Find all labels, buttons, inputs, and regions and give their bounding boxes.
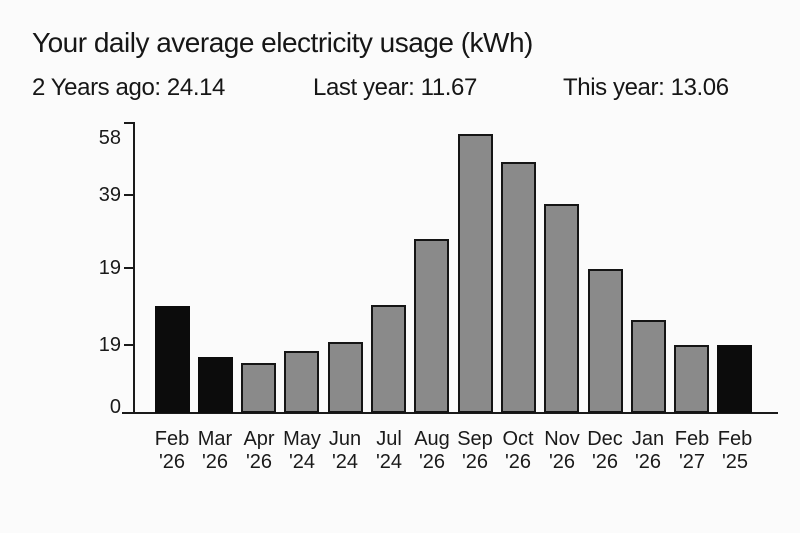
bar-nov-26 [544, 204, 579, 413]
x-tick-year: '24 [288, 451, 316, 473]
stat-this-year: This year: 13.06 [563, 74, 729, 101]
x-tick-year: '26 [201, 451, 229, 473]
x-tick-year: '26 [158, 451, 186, 473]
x-tick-year: '26 [245, 451, 273, 473]
y-tick-label: 19 [98, 334, 121, 356]
x-tick-year: '27 [678, 451, 706, 473]
x-tick-year: '26 [591, 451, 619, 473]
x-tick-month: Aug [414, 428, 450, 450]
x-tick-label: Feb '26 [142, 428, 202, 474]
x-tick-month: Jun [328, 428, 362, 450]
x-tick-label: Jan '26 [618, 428, 678, 474]
x-tick-month: Nov [544, 428, 580, 450]
bar-sep-26 [458, 134, 493, 413]
stat-two-years-ago: 2 Years ago: 24.14 [32, 74, 225, 101]
x-tick-year: '24 [375, 451, 403, 473]
x-tick-month: Oct [502, 428, 534, 450]
usage-stats-row: 2 Years ago: 24.14 Last year: 11.67 This… [0, 74, 800, 104]
bar-dec-26 [588, 269, 623, 413]
bar-aug-26 [414, 239, 449, 413]
x-tick-label: Jul '24 [359, 428, 419, 474]
y-tick-mark [124, 344, 134, 346]
bar-jan-26 [631, 320, 666, 413]
bar-may-24 [284, 351, 319, 413]
x-tick-label: Dec '26 [575, 428, 635, 474]
x-tick-year: '26 [504, 451, 532, 473]
y-tick-label: 39 [98, 184, 121, 206]
x-axis-line [122, 412, 778, 414]
x-tick-label: May '24 [272, 428, 332, 474]
x-tick-month: Feb [717, 428, 753, 450]
bar-feb-27 [674, 345, 709, 413]
y-tick-label: 0 [109, 396, 121, 418]
x-tick-month: Feb [154, 428, 190, 450]
y-axis-line [133, 122, 135, 414]
x-tick-label: Mar '26 [185, 428, 245, 474]
page-title: Your daily average electricity usage (kW… [32, 27, 533, 58]
x-tick-label: Sep '26 [445, 428, 505, 474]
stat-last-year: Last year: 11.67 [313, 74, 477, 101]
x-tick-year: '26 [418, 451, 446, 473]
x-tick-month: Jul [376, 428, 402, 450]
x-tick-year: '26 [548, 451, 576, 473]
x-tick-month: Sep [457, 428, 493, 450]
x-tick-year: '26 [461, 451, 489, 473]
bar-jun-24 [328, 342, 363, 413]
x-tick-label: Feb '27 [662, 428, 722, 474]
y-tick-mark [124, 194, 134, 196]
bar-apr-26 [241, 363, 276, 413]
x-tick-month: May [283, 428, 321, 450]
x-tick-month: Apr [243, 428, 275, 450]
x-tick-month: Feb [674, 428, 710, 450]
x-tick-label: Feb '25 [705, 428, 765, 474]
y-tick-mark [124, 122, 134, 124]
x-tick-label: Aug '26 [402, 428, 462, 474]
bar-feb-25 [717, 345, 752, 413]
bar-jul-24 [371, 305, 406, 413]
x-tick-year: '24 [331, 451, 359, 473]
x-tick-year: '25 [721, 451, 749, 473]
bar-mar-26 [198, 357, 233, 413]
bar-feb-26 [155, 306, 190, 413]
y-tick-label: 19 [98, 257, 121, 279]
y-tick-label: 58 [98, 127, 121, 149]
x-tick-label: Jun '24 [315, 428, 375, 474]
x-tick-year: '26 [634, 451, 662, 473]
x-tick-month: Mar [197, 428, 233, 450]
x-tick-month: Jan [631, 428, 665, 450]
x-tick-label: Apr '26 [229, 428, 289, 474]
bar-oct-26 [501, 162, 536, 413]
x-tick-label: Nov '26 [532, 428, 592, 474]
x-tick-label: Oct '26 [488, 428, 548, 474]
x-tick-month: Dec [587, 428, 623, 450]
y-tick-mark [124, 267, 134, 269]
